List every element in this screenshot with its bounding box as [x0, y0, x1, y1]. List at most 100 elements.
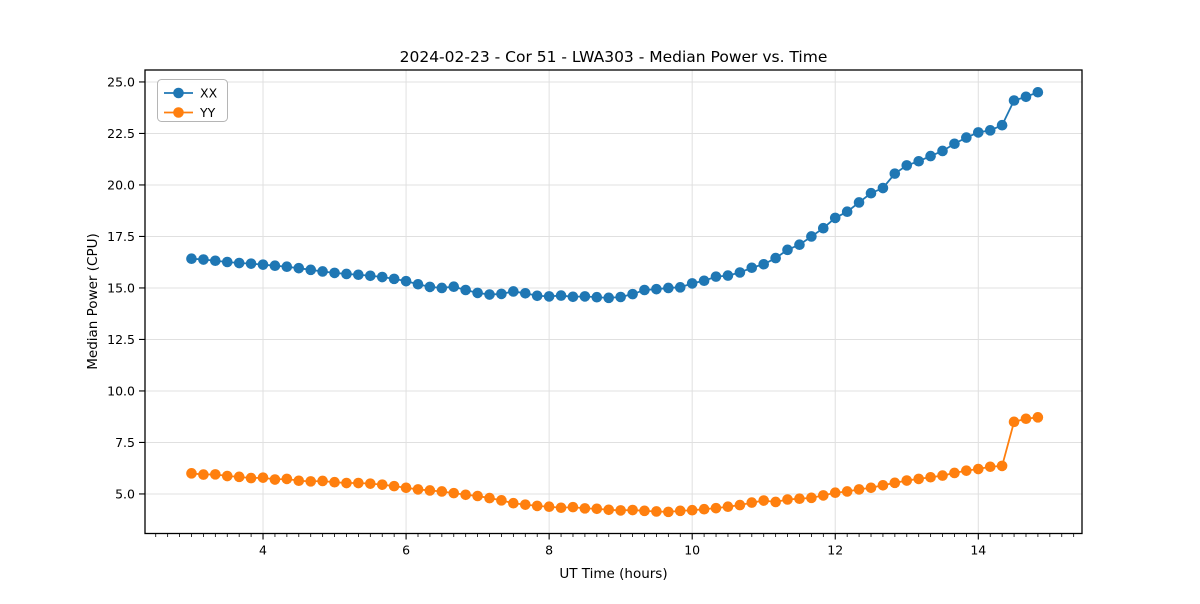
x-tick-label: 8: [545, 543, 553, 558]
series-xx-point: [972, 127, 984, 138]
series-xx-point: [412, 278, 424, 290]
series-yy-point: [198, 469, 209, 480]
series-yy-point: [996, 460, 1008, 472]
legend-marker-icon: [173, 107, 184, 118]
series-xx-point: [233, 257, 245, 269]
series-xx-point: [317, 266, 328, 277]
series-yy-point: [567, 501, 579, 513]
series-xx-point: [984, 125, 996, 136]
series-yy-point: [937, 470, 948, 481]
series-yy-point: [448, 487, 460, 499]
series-xx-point: [937, 145, 948, 157]
series-xx-point: [293, 262, 305, 274]
series-xx-point: [520, 288, 531, 299]
series-yy-point: [972, 463, 984, 475]
series-yy-point: [424, 485, 436, 496]
series-yy-point: [484, 492, 495, 504]
series-xx-point: [889, 168, 901, 179]
y-tick-label: 10.0: [107, 383, 135, 398]
series-yy-point: [365, 478, 376, 489]
series-xx-point: [376, 271, 388, 283]
series-xx-point: [686, 278, 698, 289]
legend-entry-yy: YY: [164, 105, 216, 120]
series-yy-point: [782, 494, 793, 505]
series-xx-point: [257, 259, 269, 270]
legend-marker-icon: [173, 87, 184, 99]
series-xx-point: [508, 286, 519, 297]
series-yy-point: [901, 475, 913, 486]
series-yy-point: [889, 477, 901, 489]
chart-title: 2024-02-23 - Cor 51 - LWA303 - Median Po…: [400, 48, 828, 66]
series-xx-point: [448, 281, 460, 293]
series-xx-point: [817, 222, 829, 234]
series-yy-point: [245, 472, 257, 484]
series-xx-line: [191, 91, 1039, 299]
series-yy-point: [722, 501, 734, 513]
series-xx-point: [913, 155, 924, 167]
series-yy-point: [674, 505, 686, 517]
series-xx-point: [603, 292, 615, 304]
series-yy-point: [400, 482, 412, 494]
series-xx-point: [865, 187, 877, 199]
series-xx-point: [770, 252, 781, 264]
series-yy-point: [579, 503, 591, 514]
grid-lines: [145, 70, 1082, 534]
series-yy-point: [233, 471, 245, 483]
y-tick-label: 25.0: [107, 74, 135, 89]
series-yy-point: [210, 469, 221, 480]
data-series-layer: [186, 86, 1044, 518]
series-yy-point: [305, 476, 317, 487]
series-xx-point: [841, 206, 853, 218]
series-yy-point: [269, 474, 281, 485]
series-xx-point: [305, 264, 317, 276]
series-yy-point: [627, 504, 638, 516]
series-xx-point: [615, 291, 626, 303]
series-yy-point: [686, 504, 698, 516]
series-xx-point: [269, 260, 281, 272]
series-yy-point: [496, 495, 507, 506]
series-xx-point: [555, 290, 567, 301]
series-xx-point: [472, 287, 483, 299]
series-yy-point: [1008, 416, 1020, 428]
series-xx-point: [782, 244, 793, 256]
series-yy-point: [865, 482, 877, 494]
legend-entry-xx: XX: [164, 86, 218, 101]
y-axis-label: Median Power (CPU): [85, 233, 101, 369]
series-yy-point: [615, 505, 626, 516]
series-yy-point: [460, 489, 471, 501]
x-tick-label: 6: [402, 543, 410, 558]
series-xx-point: [341, 268, 352, 280]
series-xx-point: [496, 288, 507, 300]
series-xx-point: [424, 281, 436, 293]
series-yy-point: [758, 495, 770, 506]
series-xx-point: [853, 197, 865, 208]
series-xx-point: [591, 291, 603, 303]
series-xx: [186, 86, 1044, 304]
x-tick-label: 10: [684, 543, 700, 558]
series-yy-point: [961, 465, 972, 476]
series-xx-point: [674, 282, 686, 293]
series-xx-point: [484, 289, 495, 300]
series-xx-point: [567, 291, 579, 303]
series-xx-point: [710, 271, 722, 282]
series-yy-point: [603, 504, 615, 516]
series-yy-point: [436, 486, 448, 497]
legend: XX YY: [157, 79, 228, 122]
series-yy-point: [472, 490, 483, 502]
series-xx-point: [1008, 95, 1020, 106]
series-yy-point: [663, 506, 674, 518]
y-tick-label: 15.0: [107, 280, 135, 295]
series-xx-point: [460, 284, 471, 296]
series-yy-point: [853, 484, 865, 495]
series-xx-point: [1032, 86, 1044, 98]
series-yy-point: [984, 461, 996, 473]
series-xx-point: [996, 119, 1008, 131]
series-xx-point: [758, 258, 770, 270]
series-yy-point: [841, 486, 853, 497]
series-yy-point: [186, 468, 197, 479]
series-xx-point: [210, 255, 221, 267]
series-yy-point: [293, 475, 305, 487]
series-xx-point: [329, 267, 340, 279]
